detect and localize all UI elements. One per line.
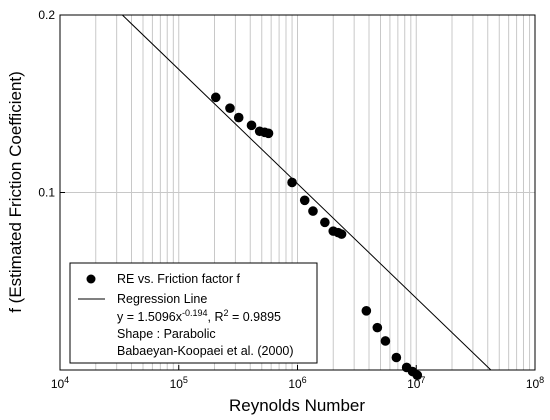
legend-r2-prefix: , R — [208, 310, 224, 324]
x-axis-label: Reynolds Number — [229, 396, 365, 415]
data-point — [287, 177, 297, 188]
x-tick-label: 106 — [288, 375, 306, 391]
regression-line-layer — [121, 14, 492, 371]
data-point — [380, 336, 391, 346]
legend-equation-prefix: y = 1.5096x — [117, 310, 183, 324]
data-point — [372, 322, 383, 333]
y-tick-label: 0.1 — [38, 186, 55, 200]
data-point — [225, 103, 235, 113]
y-tick-label: 0.2 — [38, 8, 55, 22]
legend-box — [69, 262, 318, 364]
data-point — [308, 206, 318, 216]
x-tick-label: 104 — [51, 375, 69, 391]
x-tick-label: 105 — [170, 375, 188, 391]
data-point — [233, 112, 244, 123]
y-axis-label: f (Estimated Friction Coefficient) — [6, 71, 25, 313]
legend-equation: y = 1.5096x-0.194, R2 = 0.9895 — [117, 308, 281, 324]
data-point — [210, 92, 221, 103]
x-tick-label: 108 — [526, 375, 544, 391]
legend: RE vs. Friction factor f Regression Line… — [69, 262, 318, 364]
data-point — [412, 370, 423, 380]
legend-shape: Shape : Parabolic — [117, 327, 216, 341]
axis-ticks: 104 105 106 107 108 0.2 0.1 — [38, 8, 544, 391]
regression-line — [121, 14, 492, 371]
data-point — [391, 352, 402, 363]
legend-equation-exponent: -0.194 — [182, 308, 208, 318]
legend-dot-marker — [86, 274, 96, 284]
legend-r2-superscript: 2 — [224, 308, 229, 318]
data-point — [361, 306, 372, 316]
data-point — [336, 229, 347, 239]
x-tick-label: 107 — [407, 375, 425, 391]
legend-entry-line: Regression Line — [117, 292, 207, 306]
data-point — [299, 195, 310, 206]
legend-source: Babaeyan-Koopaei et al. (2000) — [117, 344, 294, 358]
data-point — [320, 217, 330, 228]
data-point — [263, 128, 274, 139]
legend-entry-points: RE vs. Friction factor f — [117, 272, 240, 286]
data-point — [246, 120, 257, 131]
legend-r2-value: = 0.9895 — [229, 310, 282, 324]
